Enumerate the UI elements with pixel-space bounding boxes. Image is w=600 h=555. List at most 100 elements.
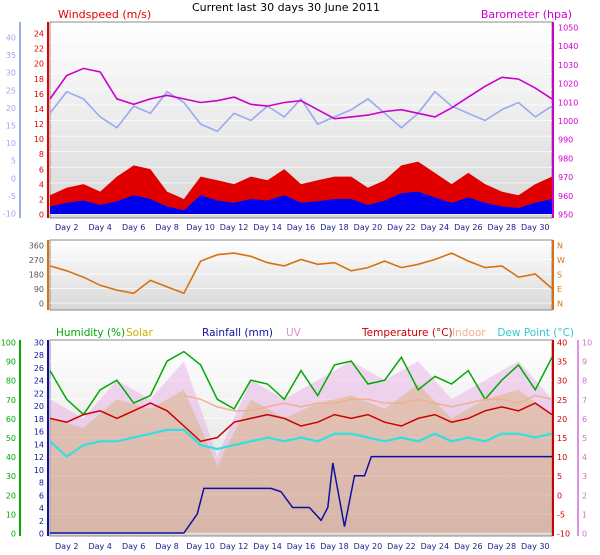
rain-tick: 4 bbox=[39, 504, 44, 513]
temperature-tick: 15 bbox=[557, 434, 567, 443]
temperature-tick: -5 bbox=[557, 510, 565, 519]
wind-barometer-panel: Windspeed (m/s) Barometer (hpa) 24222018… bbox=[3, 8, 578, 232]
direction-degree-tick: 90 bbox=[34, 285, 44, 294]
rain-tick: 18 bbox=[34, 415, 44, 424]
uv-tick: 6 bbox=[582, 415, 587, 424]
windspeed-tick: 10 bbox=[34, 135, 44, 144]
rain-tick: 30 bbox=[34, 339, 44, 348]
uv-tick: 1 bbox=[582, 510, 587, 519]
series-temperature-c- bbox=[49, 402, 553, 443]
series-dew-point-c- bbox=[49, 428, 553, 459]
series-solar bbox=[50, 384, 552, 533]
rain-tick: 6 bbox=[39, 491, 44, 500]
rain-tick: 12 bbox=[34, 453, 44, 462]
temperature-tick: 20 bbox=[557, 415, 567, 424]
wind-series bbox=[49, 67, 553, 214]
rain-tick: 28 bbox=[34, 351, 44, 360]
direction-plot-area bbox=[49, 239, 553, 311]
direction-degree-tick-labels: 360 270 180 90 0 bbox=[29, 242, 44, 309]
wind-outer-tick-labels: 40 35 30 25 20 15 10 5 0 -5 -10 bbox=[3, 34, 16, 219]
direction-degree-tick: 360 bbox=[29, 242, 44, 251]
temperature-tick: 25 bbox=[557, 396, 567, 405]
humidity-tick: 10 bbox=[6, 510, 16, 519]
temperature-x-tick: Day 20 bbox=[354, 542, 383, 551]
temperature-tick: 40 bbox=[557, 339, 567, 348]
temperature-tick: 0 bbox=[557, 491, 562, 500]
direction-compass-tick: N bbox=[557, 242, 563, 251]
humidity-tick: 60 bbox=[6, 415, 16, 424]
indoor-legend: Indoor bbox=[452, 327, 486, 339]
rain-tick: 22 bbox=[34, 389, 44, 398]
uv-tick: 9 bbox=[582, 358, 587, 367]
temperature-series bbox=[49, 350, 553, 534]
rain-tick: 20 bbox=[34, 402, 44, 411]
wind-x-tick-labels: Day 2 Day 4 Day 6 Day 8 Day 10 Day 12 Day 14 Da… bbox=[55, 223, 550, 232]
dew-point-legend: Dew Point (°C) bbox=[497, 327, 574, 339]
uv-tick: 10 bbox=[582, 339, 592, 348]
temperature-x-tick: Day 10 bbox=[186, 542, 215, 551]
humidity-tick: 80 bbox=[6, 377, 16, 386]
temperature-x-tick: Day 30 bbox=[521, 542, 550, 551]
temperature-legend: Temperature (°C) bbox=[361, 327, 453, 339]
temperature-tick: 10 bbox=[557, 453, 567, 462]
outer-tick: 10 bbox=[6, 139, 16, 148]
windspeed-tick: 18 bbox=[34, 75, 44, 84]
series-humidity- bbox=[49, 350, 553, 416]
temperature-x-tick: Day 26 bbox=[454, 542, 483, 551]
rain-tick: 0 bbox=[39, 530, 44, 539]
direction-compass-tick: N bbox=[557, 300, 563, 309]
windspeed-tick: 16 bbox=[34, 90, 44, 99]
wind-x-tick: Day 2 bbox=[55, 223, 78, 232]
direction-degree-tick: 270 bbox=[29, 256, 44, 265]
wind-series-2 bbox=[49, 90, 553, 133]
barometer-tick: 1000 bbox=[558, 117, 578, 126]
uv-tick: 3 bbox=[582, 472, 587, 481]
windspeed-tick: 20 bbox=[34, 60, 44, 69]
solar-legend: Solar bbox=[126, 327, 153, 339]
wind-x-tick: Day 16 bbox=[287, 223, 316, 232]
windspeed-tick: 4 bbox=[39, 180, 44, 189]
temperature-x-tick: Day 24 bbox=[421, 542, 450, 551]
uv-legend: UV bbox=[286, 327, 302, 339]
humidity-tick: 0 bbox=[11, 530, 16, 539]
wind-x-tick: Day 20 bbox=[354, 223, 383, 232]
barometer-tick-labels: 1050 1040 1030 1020 1010 1000 990 980 970 960 950 bbox=[558, 24, 578, 220]
series-indoor bbox=[183, 394, 553, 412]
outer-tick: 25 bbox=[6, 86, 16, 95]
humidity-tick: 90 bbox=[6, 358, 16, 367]
temperature-x-tick: Day 18 bbox=[320, 542, 349, 551]
windspeed-tick: 24 bbox=[34, 30, 44, 39]
barometer-tick: 950 bbox=[558, 211, 573, 220]
barometer-tick: 1030 bbox=[558, 61, 578, 70]
direction-compass-tick: W bbox=[557, 256, 565, 265]
humidity-tick: 100 bbox=[1, 339, 16, 348]
direction-compass-tick: E bbox=[557, 285, 562, 294]
wind-x-tick: Day 6 bbox=[122, 223, 145, 232]
temperature-x-tick: Day 4 bbox=[88, 542, 111, 551]
temperature-tick: 30 bbox=[557, 377, 567, 386]
uv-tick: 0 bbox=[582, 530, 587, 539]
uv-tick: 5 bbox=[582, 434, 587, 443]
barometer-tick: 960 bbox=[558, 192, 573, 201]
wind-x-tick: Day 14 bbox=[253, 223, 282, 232]
wind-x-tick: Day 30 bbox=[521, 223, 550, 232]
outer-tick: 0 bbox=[11, 174, 16, 183]
outer-tick: -10 bbox=[3, 210, 16, 219]
chart-title: Current last 30 days 30 June 2011 bbox=[192, 1, 380, 14]
windspeed-tick: 22 bbox=[34, 45, 44, 54]
outer-tick: 40 bbox=[6, 34, 16, 43]
temperature-tick: -10 bbox=[557, 530, 570, 539]
temperature-x-tick: Day 8 bbox=[155, 542, 178, 551]
rainfall-legend: Rainfall (mm) bbox=[202, 327, 273, 339]
temperature-x-tick: Day 2 bbox=[55, 542, 78, 551]
outer-tick: 5 bbox=[11, 157, 16, 166]
humidity-tick: 40 bbox=[6, 453, 16, 462]
wind-x-tick: Day 12 bbox=[220, 223, 249, 232]
series-uv bbox=[50, 361, 552, 533]
outer-tick: 35 bbox=[6, 51, 16, 60]
